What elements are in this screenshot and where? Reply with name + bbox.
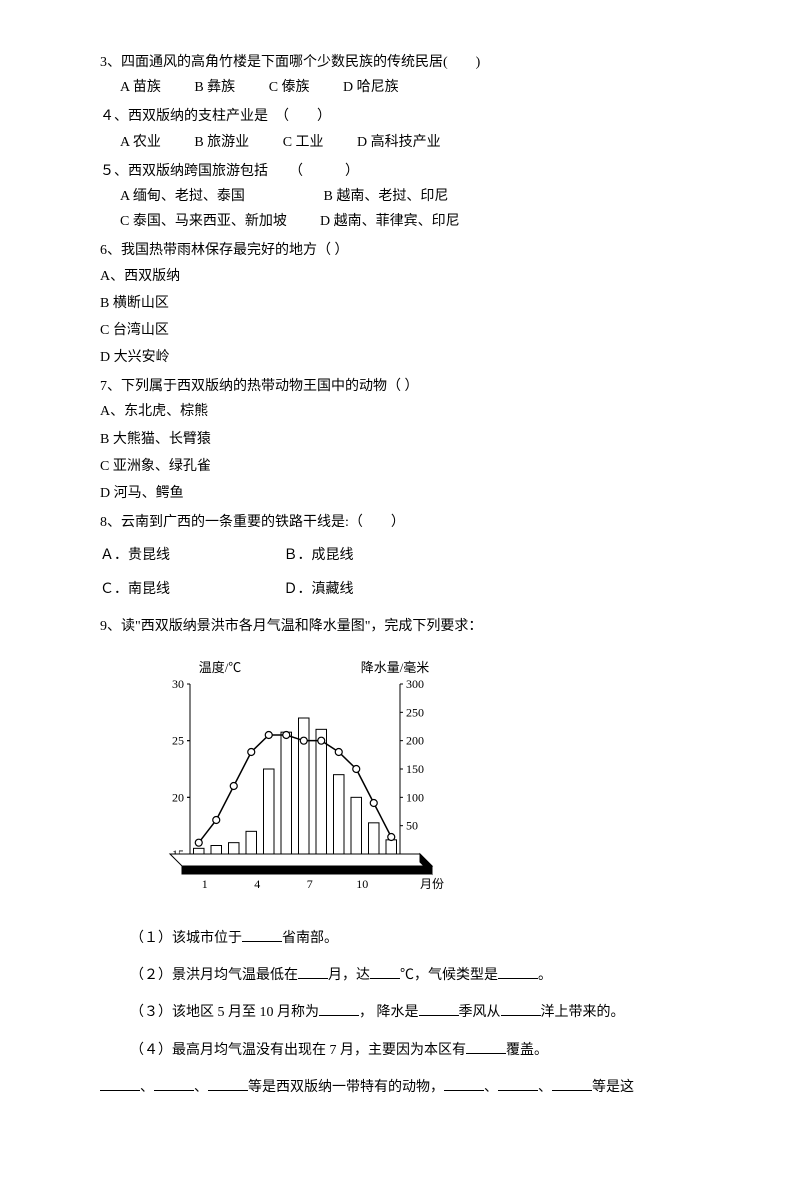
q5-opt-b: B 越南、老挝、印尼 xyxy=(324,189,449,204)
svg-text:温度/℃: 温度/℃ xyxy=(199,660,242,675)
blank[interactable] xyxy=(370,965,400,979)
svg-text:1: 1 xyxy=(202,877,208,891)
q8-opt-b: Ｂ．成昆线 xyxy=(284,543,464,568)
q3-options: A 苗族 B 彝族 C 傣族 D 哈尼族 xyxy=(100,75,700,100)
svg-text:30: 30 xyxy=(172,677,184,691)
q6-opt-d: D 大兴安岭 xyxy=(100,345,700,370)
svg-text:50: 50 xyxy=(406,819,418,833)
q9-text: 9、读"西双版纳景洪市各月气温和降水量图"，完成下列要求： xyxy=(100,614,700,639)
q9-sub2: （２）景洪月均气温最低在 月，达 ℃，气候类型是 。 xyxy=(100,963,700,988)
q9-s3c: 季风从 xyxy=(459,1005,501,1020)
q7-opt-c: C 亚洲象、绿孔雀 xyxy=(100,454,700,479)
q9-sub4: （４）最高月均气温没有出现在 7 月，主要因为本区有 覆盖。 xyxy=(100,1038,700,1063)
svg-text:200: 200 xyxy=(406,734,424,748)
q6-opt-b: B 横断山区 xyxy=(100,291,700,316)
svg-text:250: 250 xyxy=(406,705,424,719)
blank[interactable] xyxy=(501,1002,541,1016)
q5-opt-d: D 越南、菲律宾、印尼 xyxy=(320,214,460,229)
svg-text:月份: 月份 xyxy=(420,877,444,891)
climate-chart-svg: 温度/℃降水量/毫米152025305010015020025030014710… xyxy=(140,654,460,914)
blank[interactable] xyxy=(498,1077,538,1091)
q9-s3d: 洋上带来的。 xyxy=(541,1005,625,1020)
blank[interactable] xyxy=(100,1077,140,1091)
blank[interactable] xyxy=(298,965,328,979)
blank[interactable] xyxy=(154,1077,194,1091)
q7-opt-d: D 河马、鳄鱼 xyxy=(100,481,700,506)
q9-s5f: 等是这 xyxy=(592,1080,634,1095)
q9-sub1: （１）该城市位于 省南部。 xyxy=(100,926,700,951)
q7-opt-a: A、东北虎、棕熊 xyxy=(100,399,700,424)
blank[interactable] xyxy=(552,1077,592,1091)
q3-opt-c: C 傣族 xyxy=(269,75,310,100)
question-7: 7、下列属于西双版纳的热带动物王国中的动物（ ） A、东北虎、棕熊 B 大熊猫、… xyxy=(100,374,700,506)
q9-s2c: ℃，气候类型是 xyxy=(400,968,498,983)
blank[interactable] xyxy=(242,928,282,942)
q3-text: 3、四面通风的高角竹楼是下面哪个少数民族的传统民居( ) xyxy=(100,50,700,75)
q8-opt-a: Ａ．贵昆线 xyxy=(100,543,280,568)
svg-text:25: 25 xyxy=(172,734,184,748)
blank[interactable] xyxy=(208,1077,248,1091)
q5-opt-a: A 缅甸、老挝、泰国 xyxy=(120,184,320,209)
blank[interactable] xyxy=(466,1040,506,1054)
q9-s3b: ， 降水是 xyxy=(359,1005,419,1020)
q9-s1b: 省南部。 xyxy=(282,931,338,946)
svg-text:7: 7 xyxy=(307,877,313,891)
q4-opt-c: C 工业 xyxy=(283,130,324,155)
q3-opt-b: B 彝族 xyxy=(194,75,235,100)
svg-text:100: 100 xyxy=(406,790,424,804)
q3-opt-a: A 苗族 xyxy=(120,75,161,100)
q5-opt-c: C 泰国、马来西亚、新加坡 xyxy=(120,209,320,234)
q9-s2a: （２）景洪月均气温最低在 xyxy=(130,968,298,983)
q9-s1a: （１）该城市位于 xyxy=(130,931,242,946)
blank[interactable] xyxy=(419,1002,459,1016)
q6-text: 6、我国热带雨林保存最完好的地方（ ） xyxy=(100,238,700,263)
q9-s4a: （４）最高月均气温没有出现在 7 月，主要因为本区有 xyxy=(130,1043,466,1058)
q4-opt-a: A 农业 xyxy=(120,130,161,155)
svg-text:10: 10 xyxy=(356,877,368,891)
question-9: 9、读"西双版纳景洪市各月气温和降水量图"，完成下列要求： 温度/℃ 降水量/毫米… xyxy=(100,614,700,1100)
q4-text: ４、西双版纳的支柱产业是 （ ） xyxy=(100,104,700,129)
q6-opt-c: C 台湾山区 xyxy=(100,318,700,343)
blank[interactable] xyxy=(319,1002,359,1016)
q9-s4b: 覆盖。 xyxy=(506,1043,548,1058)
q4-opt-b: B 旅游业 xyxy=(194,130,249,155)
q9-s2b: 月，达 xyxy=(328,968,370,983)
question-6: 6、我国热带雨林保存最完好的地方（ ） A、西双版纳 B 横断山区 C 台湾山区… xyxy=(100,238,700,370)
q7-text: 7、下列属于西双版纳的热带动物王国中的动物（ ） xyxy=(100,374,700,399)
blank[interactable] xyxy=(444,1077,484,1091)
svg-text:降水量/毫米: 降水量/毫米 xyxy=(361,660,430,675)
question-5: ５、西双版纳跨国旅游包括 （ ） A 缅甸、老挝、泰国 B 越南、老挝、印尼 C… xyxy=(100,159,700,235)
q9-sub3: （３）该地区 5 月至 10 月称为 ， 降水是 季风从 洋上带来的。 xyxy=(100,1000,700,1025)
svg-text:20: 20 xyxy=(172,790,184,804)
q5-options: A 缅甸、老挝、泰国 B 越南、老挝、印尼 C 泰国、马来西亚、新加坡D 越南、… xyxy=(100,184,700,234)
q8-opt-c: Ｃ．南昆线 xyxy=(100,577,280,602)
svg-text:150: 150 xyxy=(406,762,424,776)
question-3: 3、四面通风的高角竹楼是下面哪个少数民族的传统民居( ) A 苗族 B 彝族 C… xyxy=(100,50,700,100)
question-4: ４、西双版纳的支柱产业是 （ ） A 农业 B 旅游业 C 工业 D 高科技产业 xyxy=(100,104,700,154)
q4-options: A 农业 B 旅游业 C 工业 D 高科技产业 xyxy=(100,130,700,155)
q9-s5d: 、 xyxy=(484,1080,498,1095)
q8-text: 8、云南到广西的一条重要的铁路干线是:（ ） xyxy=(100,510,700,535)
q9-s5c: 等是西双版纳一带特有的动物， xyxy=(248,1080,444,1095)
q9-s5a: 、 xyxy=(140,1080,154,1095)
svg-text:300: 300 xyxy=(406,677,424,691)
q9-s2d: 。 xyxy=(538,968,552,983)
q3-opt-d: D 哈尼族 xyxy=(343,75,399,100)
question-8: 8、云南到广西的一条重要的铁路干线是:（ ） Ａ．贵昆线 Ｂ．成昆线 Ｃ．南昆线… xyxy=(100,510,700,602)
q9-sub5: 、 、 等是西双版纳一带特有的动物， 、 、 等是这 xyxy=(100,1075,700,1100)
q9-s5b: 、 xyxy=(194,1080,208,1095)
q7-opt-b: B 大熊猫、长臂猿 xyxy=(100,427,700,452)
q6-opt-a: A、西双版纳 xyxy=(100,264,700,289)
q4-opt-d: D 高科技产业 xyxy=(357,130,441,155)
svg-text:4: 4 xyxy=(254,877,260,891)
q5-text: ５、西双版纳跨国旅游包括 （ ） xyxy=(100,159,700,184)
q9-s5e: 、 xyxy=(538,1080,552,1095)
blank[interactable] xyxy=(498,965,538,979)
q9-s3a: （３）该地区 5 月至 10 月称为 xyxy=(130,1005,319,1020)
climate-chart: 温度/℃降水量/毫米152025305010015020025030014710… xyxy=(140,654,700,914)
q8-opt-d: Ｄ．滇藏线 xyxy=(284,577,464,602)
